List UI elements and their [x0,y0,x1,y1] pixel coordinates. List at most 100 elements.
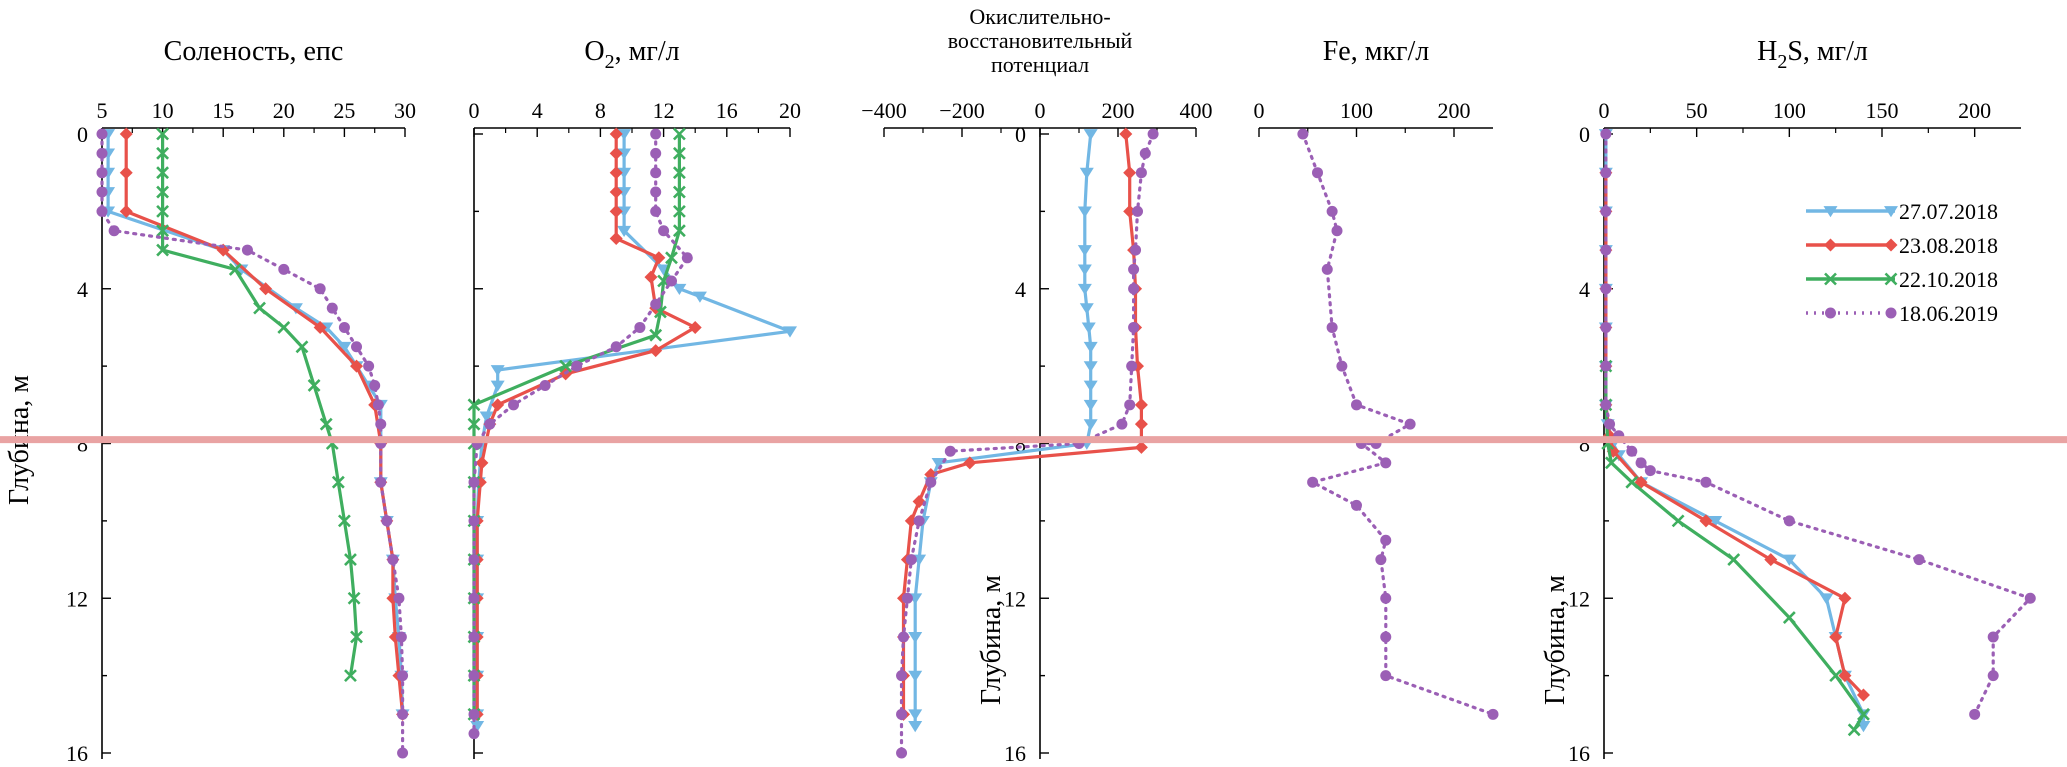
data-point [1326,321,1338,333]
data-point [1838,591,1852,605]
y-tick-label: 16 [1004,741,1026,766]
data-point [609,166,623,180]
data-point [1132,205,1143,217]
data-point [156,127,170,141]
data-point [1708,515,1723,528]
y-tick-label: 16 [66,741,88,766]
series-line [1301,132,1495,716]
data-point [337,514,351,528]
data-point [1600,128,1612,140]
data-point [1671,514,1685,528]
data-point [468,592,480,604]
data-point [1134,417,1148,431]
data-point [344,553,357,566]
data-point [650,147,662,159]
data-point [1987,670,1999,682]
data-point [1083,399,1098,412]
data-point [1380,631,1392,643]
x-tick-label: 10 [152,98,174,123]
legend: 27.07.2018 23.08.2018 22.10.2018 18.06.2019 [1806,199,1998,326]
data-point [314,283,326,295]
x-tick-label: 0 [1599,98,1610,123]
x-tick-label: 200 [1438,98,1471,123]
data-point [896,747,908,759]
data-point [1081,322,1096,334]
data-point [395,631,407,643]
data-point [1635,457,1647,469]
data-point [609,185,623,199]
data-point [259,282,273,296]
data-point [156,166,170,180]
legend-entry: 22.10.2018 [1806,267,1998,292]
panel-title: потенциал [991,52,1089,77]
data-point [1126,360,1138,372]
data-point [96,186,108,198]
data-point [1351,499,1362,511]
y-tick-label: 4 [77,277,88,302]
panel-title: Соленость, епс [164,36,344,67]
series-line [1604,132,2032,716]
data-point [1147,128,1159,140]
panel-title: O2, мг/л [584,36,679,73]
reference-depth-line [0,436,2067,444]
y-tick-label: 12 [1004,586,1026,611]
data-point [666,275,677,287]
data-point [253,301,266,315]
data-point [912,495,926,509]
data-point [1699,514,1713,528]
data-point [1626,445,1638,457]
series-27.07.2018 [1598,129,1871,733]
data-point [672,204,686,218]
data-point [1600,283,1612,295]
data-point [96,147,108,159]
y-tick-label: 16 [1568,741,1590,766]
data-point [1969,708,1981,720]
x-tick-label: 200 [1958,98,1991,123]
data-point [1380,534,1392,546]
data-point [1077,283,1092,296]
data-point [1487,708,1499,720]
data-point [96,167,108,179]
legend-marker [1824,272,1837,286]
data-point [650,298,662,310]
panel-title: восстановительный [948,28,1133,53]
data-point [650,186,662,198]
data-point [650,128,662,140]
data-point [475,456,489,470]
data-point [156,243,170,257]
data-point [1600,205,1612,217]
data-point [1307,476,1319,488]
x-tick-label: 400 [1180,98,1213,123]
x-tick-label: 15 [212,98,234,123]
data-point [1083,341,1098,354]
series-18.06.2019 [96,128,409,759]
x-tick-label: 4 [532,98,543,123]
series-line [475,132,792,728]
series-22.10.2018 [467,127,686,721]
series-18.06.2019 [896,128,1159,759]
data-point [1124,399,1136,411]
data-point [468,554,480,566]
data-point [1783,515,1795,527]
data-point [467,398,481,412]
series-23.08.2018 [470,127,702,721]
legend-marker [1825,307,1836,319]
data-point [896,708,908,720]
data-point [1297,128,1309,140]
legend-marker [1823,206,1838,218]
x-tick-label: 100 [1773,98,1806,123]
data-point [1829,669,1843,683]
series-18.06.2019 [468,128,693,740]
data-point [156,204,170,218]
series-line [1604,132,1866,728]
data-point [1856,688,1870,702]
data-point [1128,321,1140,333]
data-point [467,417,481,431]
data-point [539,379,551,391]
data-point [372,399,384,411]
legend-marker [1885,307,1897,319]
data-point [571,360,583,372]
data-point [156,185,170,199]
data-point [672,224,686,238]
data-point [490,380,505,392]
